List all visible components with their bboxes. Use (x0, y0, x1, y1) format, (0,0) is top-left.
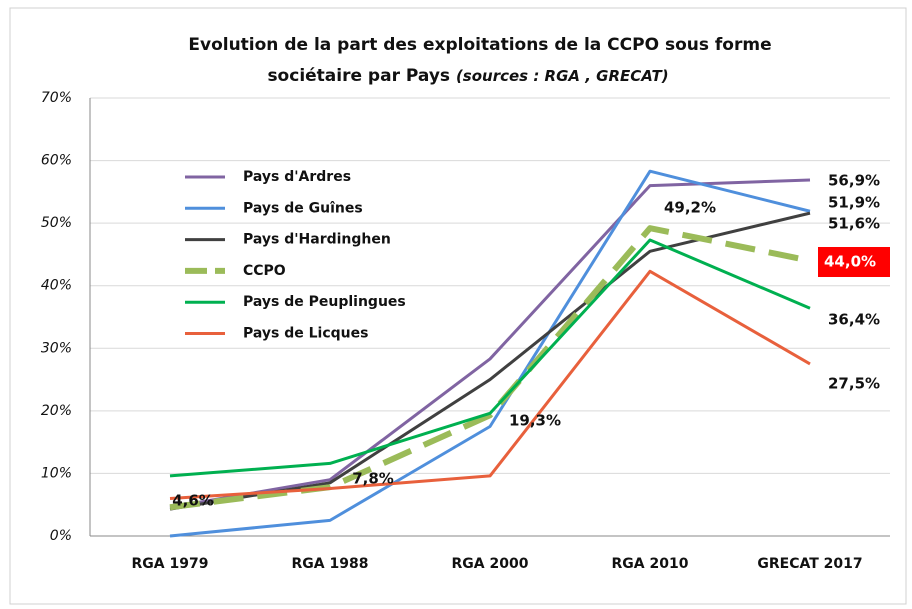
legend-label: Pays de Licques (243, 326, 368, 342)
y-tick-label: 20% (41, 403, 72, 419)
legend-label: Pays de Guînes (243, 200, 363, 216)
data-label: 51,6% (828, 215, 880, 233)
legend-label: CCPO (243, 263, 286, 279)
legend-label: Pays d'Hardinghen (243, 232, 391, 248)
x-tick-label: RGA 2000 (452, 556, 529, 572)
chart-subtitle: (sources : RGA , GRECAT) (456, 67, 669, 85)
y-tick-label: 40% (41, 278, 72, 294)
data-label: 7,8% (352, 470, 394, 488)
y-tick-label: 0% (50, 528, 72, 544)
x-tick-label: GRECAT 2017 (757, 556, 862, 572)
chart-title: Evolution de la part des exploitations d… (188, 35, 771, 55)
data-label: 4,6% (172, 492, 214, 510)
y-tick-label: 30% (41, 340, 72, 356)
legend-label: Pays de Peuplingues (243, 294, 406, 310)
data-label: 44,0% (824, 253, 876, 271)
y-tick-label: 70% (41, 90, 72, 106)
data-label: 56,9% (828, 172, 880, 190)
data-label: 36,4% (828, 311, 880, 329)
data-label: 51,9% (828, 194, 880, 212)
x-tick-label: RGA 1988 (292, 556, 369, 572)
chart-title-line2: sociétaire par Pays (sources : RGA , GRE… (267, 66, 668, 86)
y-tick-label: 60% (41, 153, 72, 169)
data-label: 49,2% (664, 199, 716, 217)
series-line (169, 269, 811, 500)
y-tick-label: 10% (41, 465, 72, 481)
legend-label: Pays d'Ardres (243, 169, 351, 185)
highlight-box (818, 247, 890, 277)
x-tick-label: RGA 1979 (132, 556, 209, 572)
y-tick-label: 50% (41, 215, 72, 231)
series-line (169, 238, 811, 478)
chart-title: sociétaire par Pays (267, 66, 450, 86)
chart-frame (9, 7, 907, 605)
data-label: 19,3% (509, 412, 561, 430)
series-line (169, 169, 811, 538)
data-label: 27,5% (828, 375, 880, 393)
x-tick-label: RGA 2010 (612, 556, 689, 572)
series-line (169, 225, 811, 511)
